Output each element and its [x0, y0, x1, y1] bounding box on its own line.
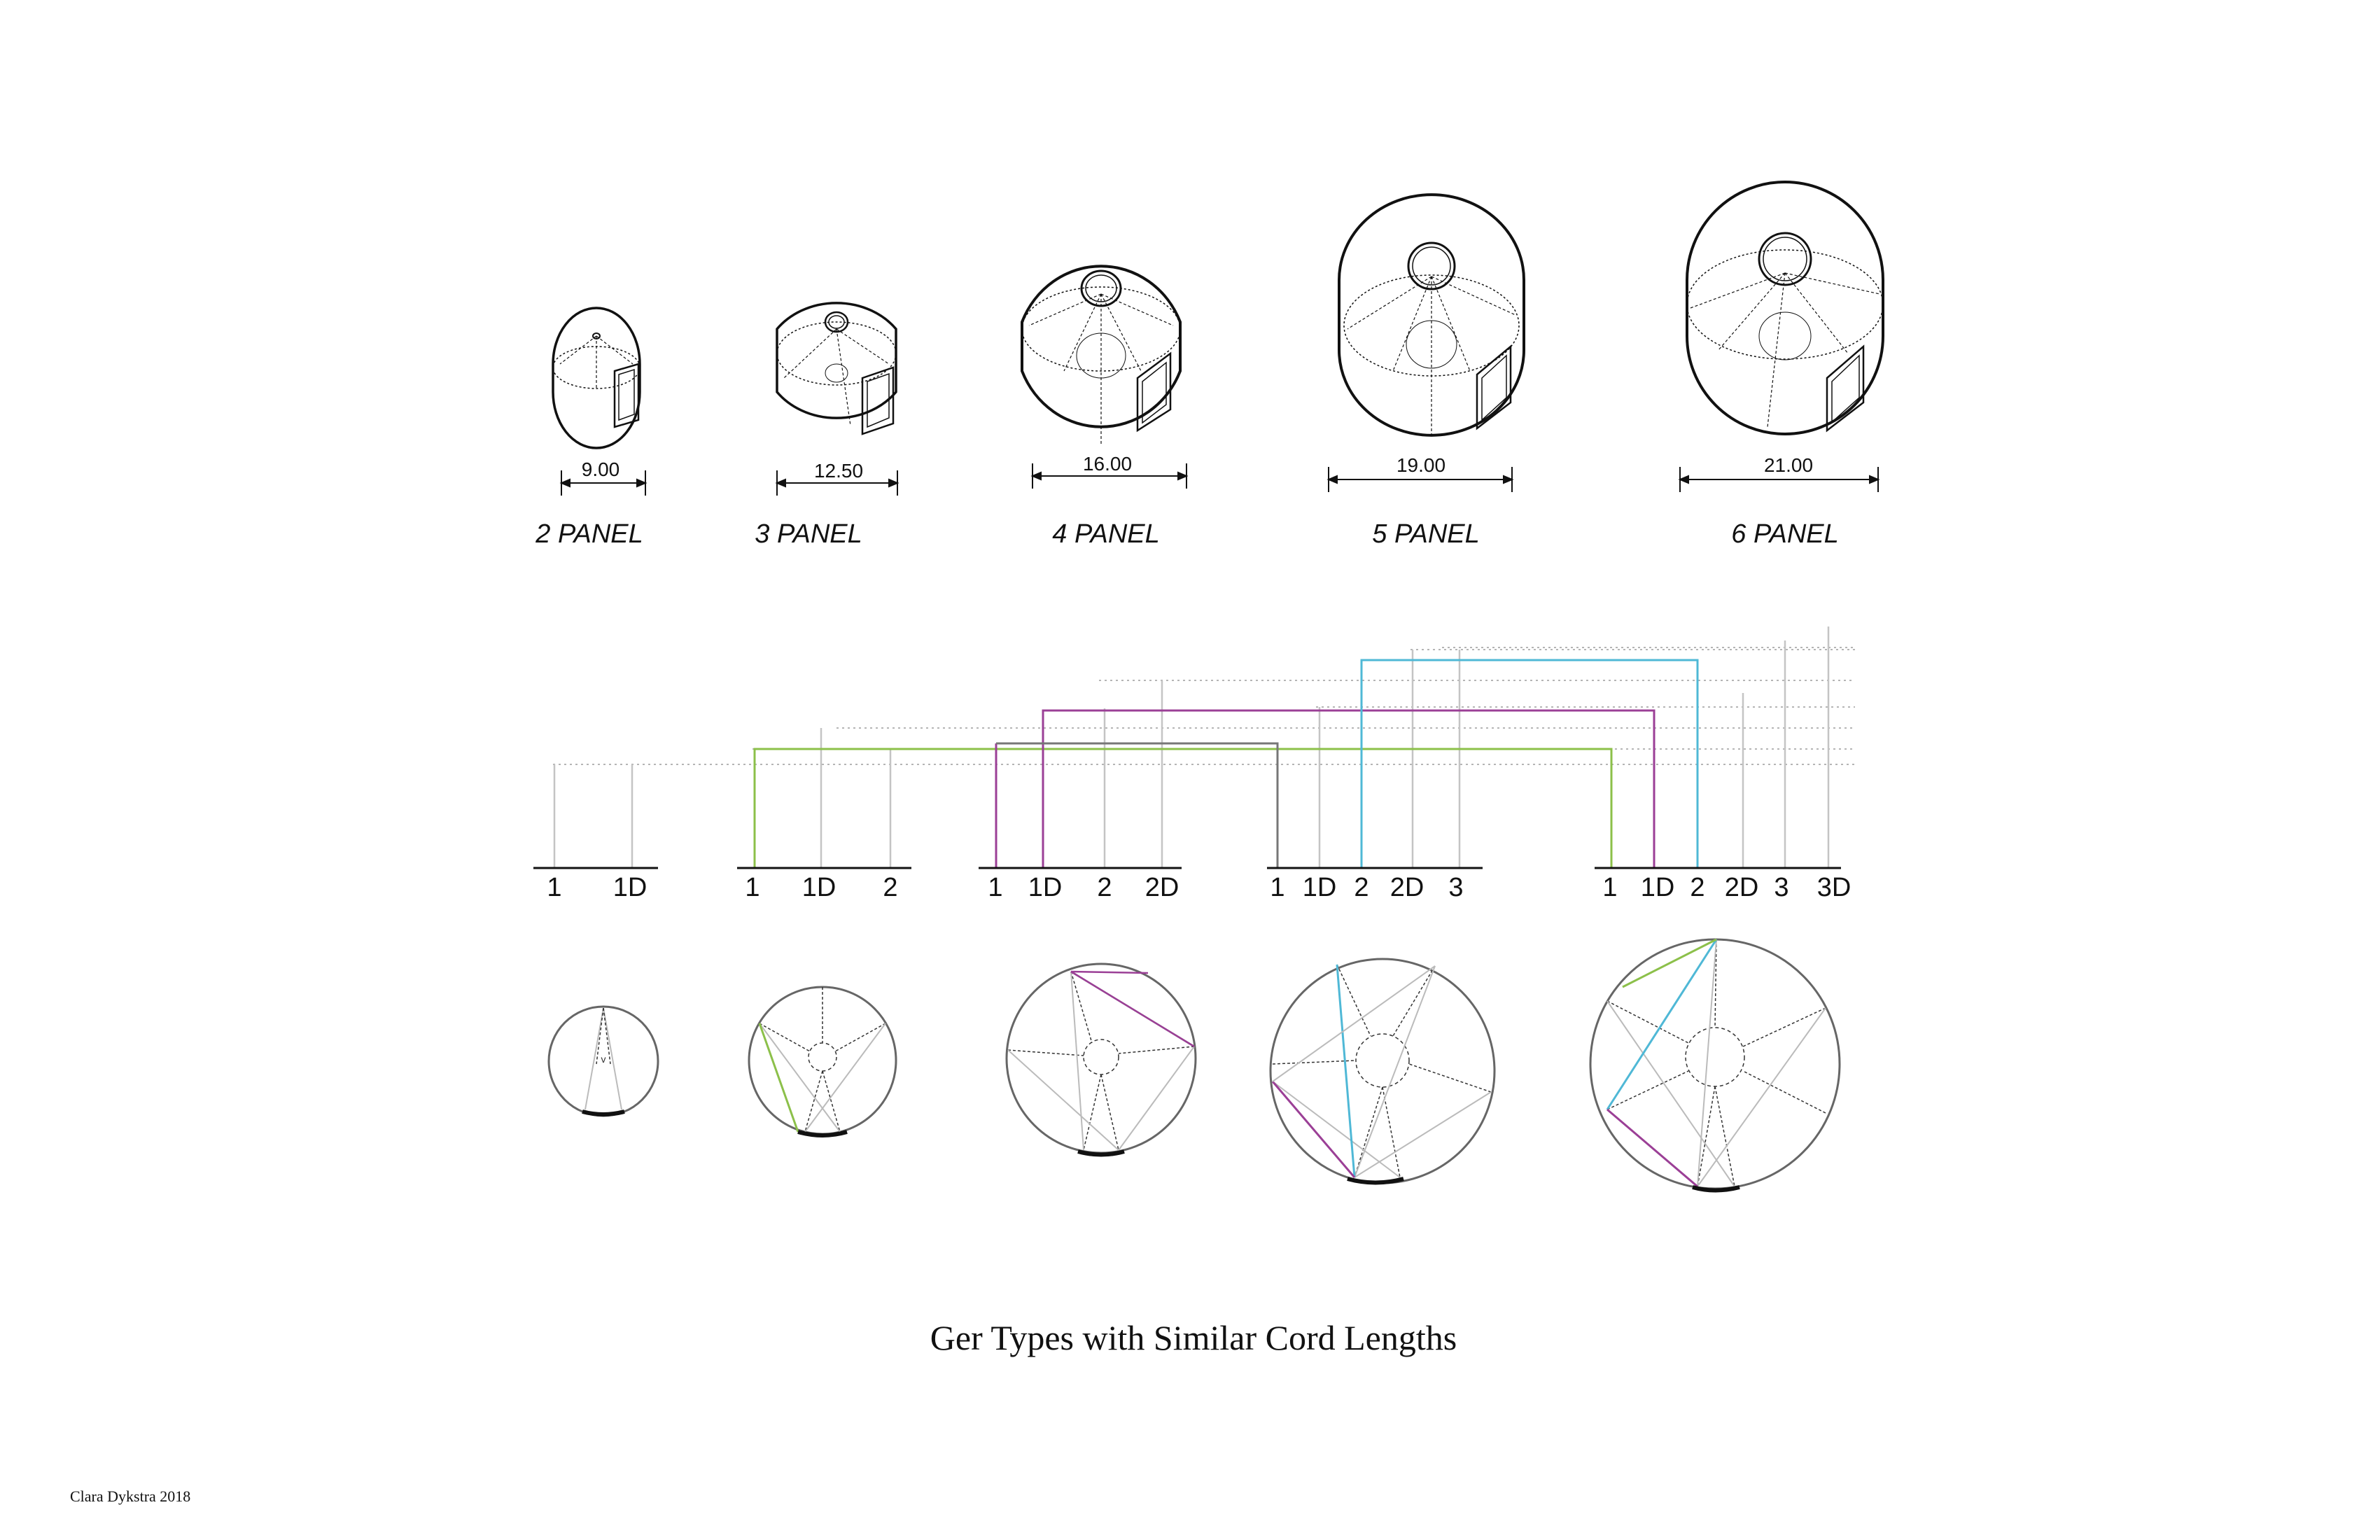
ger-plan-4-panel — [1005, 962, 1197, 1157]
axis-label: 2D — [1725, 873, 1759, 902]
cord-purple — [1042, 709, 1656, 868]
panel-label-4: 4 PANEL — [1052, 519, 1159, 549]
plan-mark: v — [601, 1054, 606, 1065]
ger-iso-2-panel — [552, 307, 641, 449]
axis-label: 1D — [1641, 873, 1675, 902]
ger-plan-3-panel — [748, 986, 897, 1138]
diameter-label-5-panel: 19.00 — [1396, 454, 1446, 476]
dimension-line-5-panel — [1326, 467, 1514, 492]
dimension-line-2-panel — [559, 470, 648, 496]
axis-label: 1 — [547, 873, 561, 902]
ger-isometric-row — [552, 181, 1884, 449]
panel-label-6: 6 PANEL — [1731, 519, 1838, 549]
diameter-label-3-panel: 12.50 — [814, 460, 863, 482]
dimension-lines — [559, 463, 1880, 496]
axis-label: 2D — [1390, 873, 1424, 902]
axis-label: 2 — [1690, 873, 1704, 902]
cord-axis-labels-5-panel: 1 1D 2 2D 3 — [1270, 873, 1463, 902]
diameter-label-2-panel: 9.00 — [582, 458, 620, 480]
cord-verticals — [553, 626, 1830, 868]
ger-plan-row: v — [547, 938, 1841, 1193]
cord-cyan — [1360, 659, 1699, 868]
axis-label: 2 — [1354, 873, 1368, 902]
ger-iso-4-panel — [1021, 265, 1182, 444]
cord-axis-labels-3-panel: 1 1D 2 — [745, 873, 897, 902]
ger-plan-2-panel: v — [547, 1005, 659, 1117]
cord-dark — [996, 742, 1279, 868]
cord-axis-labels-4-panel: 1 1D 2 2D — [988, 873, 1179, 902]
cord-guides — [553, 647, 1855, 765]
credit-text: Clara Dykstra 2018 — [70, 1488, 190, 1505]
axis-label: 1D — [802, 873, 836, 902]
axis-label: 3 — [1774, 873, 1788, 902]
ger-iso-6-panel — [1686, 181, 1884, 435]
figure-title: Ger Types with Similar Cord Lengths — [930, 1318, 1457, 1357]
panel-label-3: 3 PANEL — [755, 519, 862, 549]
panel-label-5: 5 PANEL — [1372, 519, 1479, 549]
axis-label: 1D — [613, 873, 648, 902]
axis-label: 1 — [1270, 873, 1284, 902]
axis-label: 2 — [883, 873, 897, 902]
diameter-label-4-panel: 16.00 — [1083, 453, 1132, 475]
cord-axis-labels-6-panel: 1 1D 2 2D 3 3D — [1602, 873, 1851, 902]
diameter-label-6-panel: 21.00 — [1764, 454, 1813, 476]
ger-iso-5-panel — [1338, 193, 1525, 437]
axis-label: 1 — [745, 873, 760, 902]
axis-label: 1D — [1028, 873, 1063, 902]
panel-label-2: 2 PANEL — [535, 519, 643, 549]
ger-plan-6-panel — [1589, 938, 1841, 1193]
cord-green — [753, 748, 1613, 868]
cord-axis-labels-2-panel: 1 1D — [547, 873, 647, 902]
axis-label: 2D — [1145, 873, 1180, 902]
dimension-line-3-panel — [775, 470, 899, 496]
axis-label: 1 — [1602, 873, 1617, 902]
cord-length-chart — [533, 626, 1855, 869]
axis-label: 3 — [1448, 873, 1463, 902]
ger-plan-5-panel — [1269, 958, 1496, 1185]
axis-label: 2 — [1097, 873, 1112, 902]
dimension-line-4-panel — [1030, 463, 1189, 489]
axis-label: 1D — [1303, 873, 1337, 902]
dimension-line-6-panel — [1678, 467, 1880, 492]
axis-label: 3D — [1817, 873, 1851, 902]
axis-label: 1 — [988, 873, 1002, 902]
ger-iso-3-panel — [776, 302, 897, 435]
